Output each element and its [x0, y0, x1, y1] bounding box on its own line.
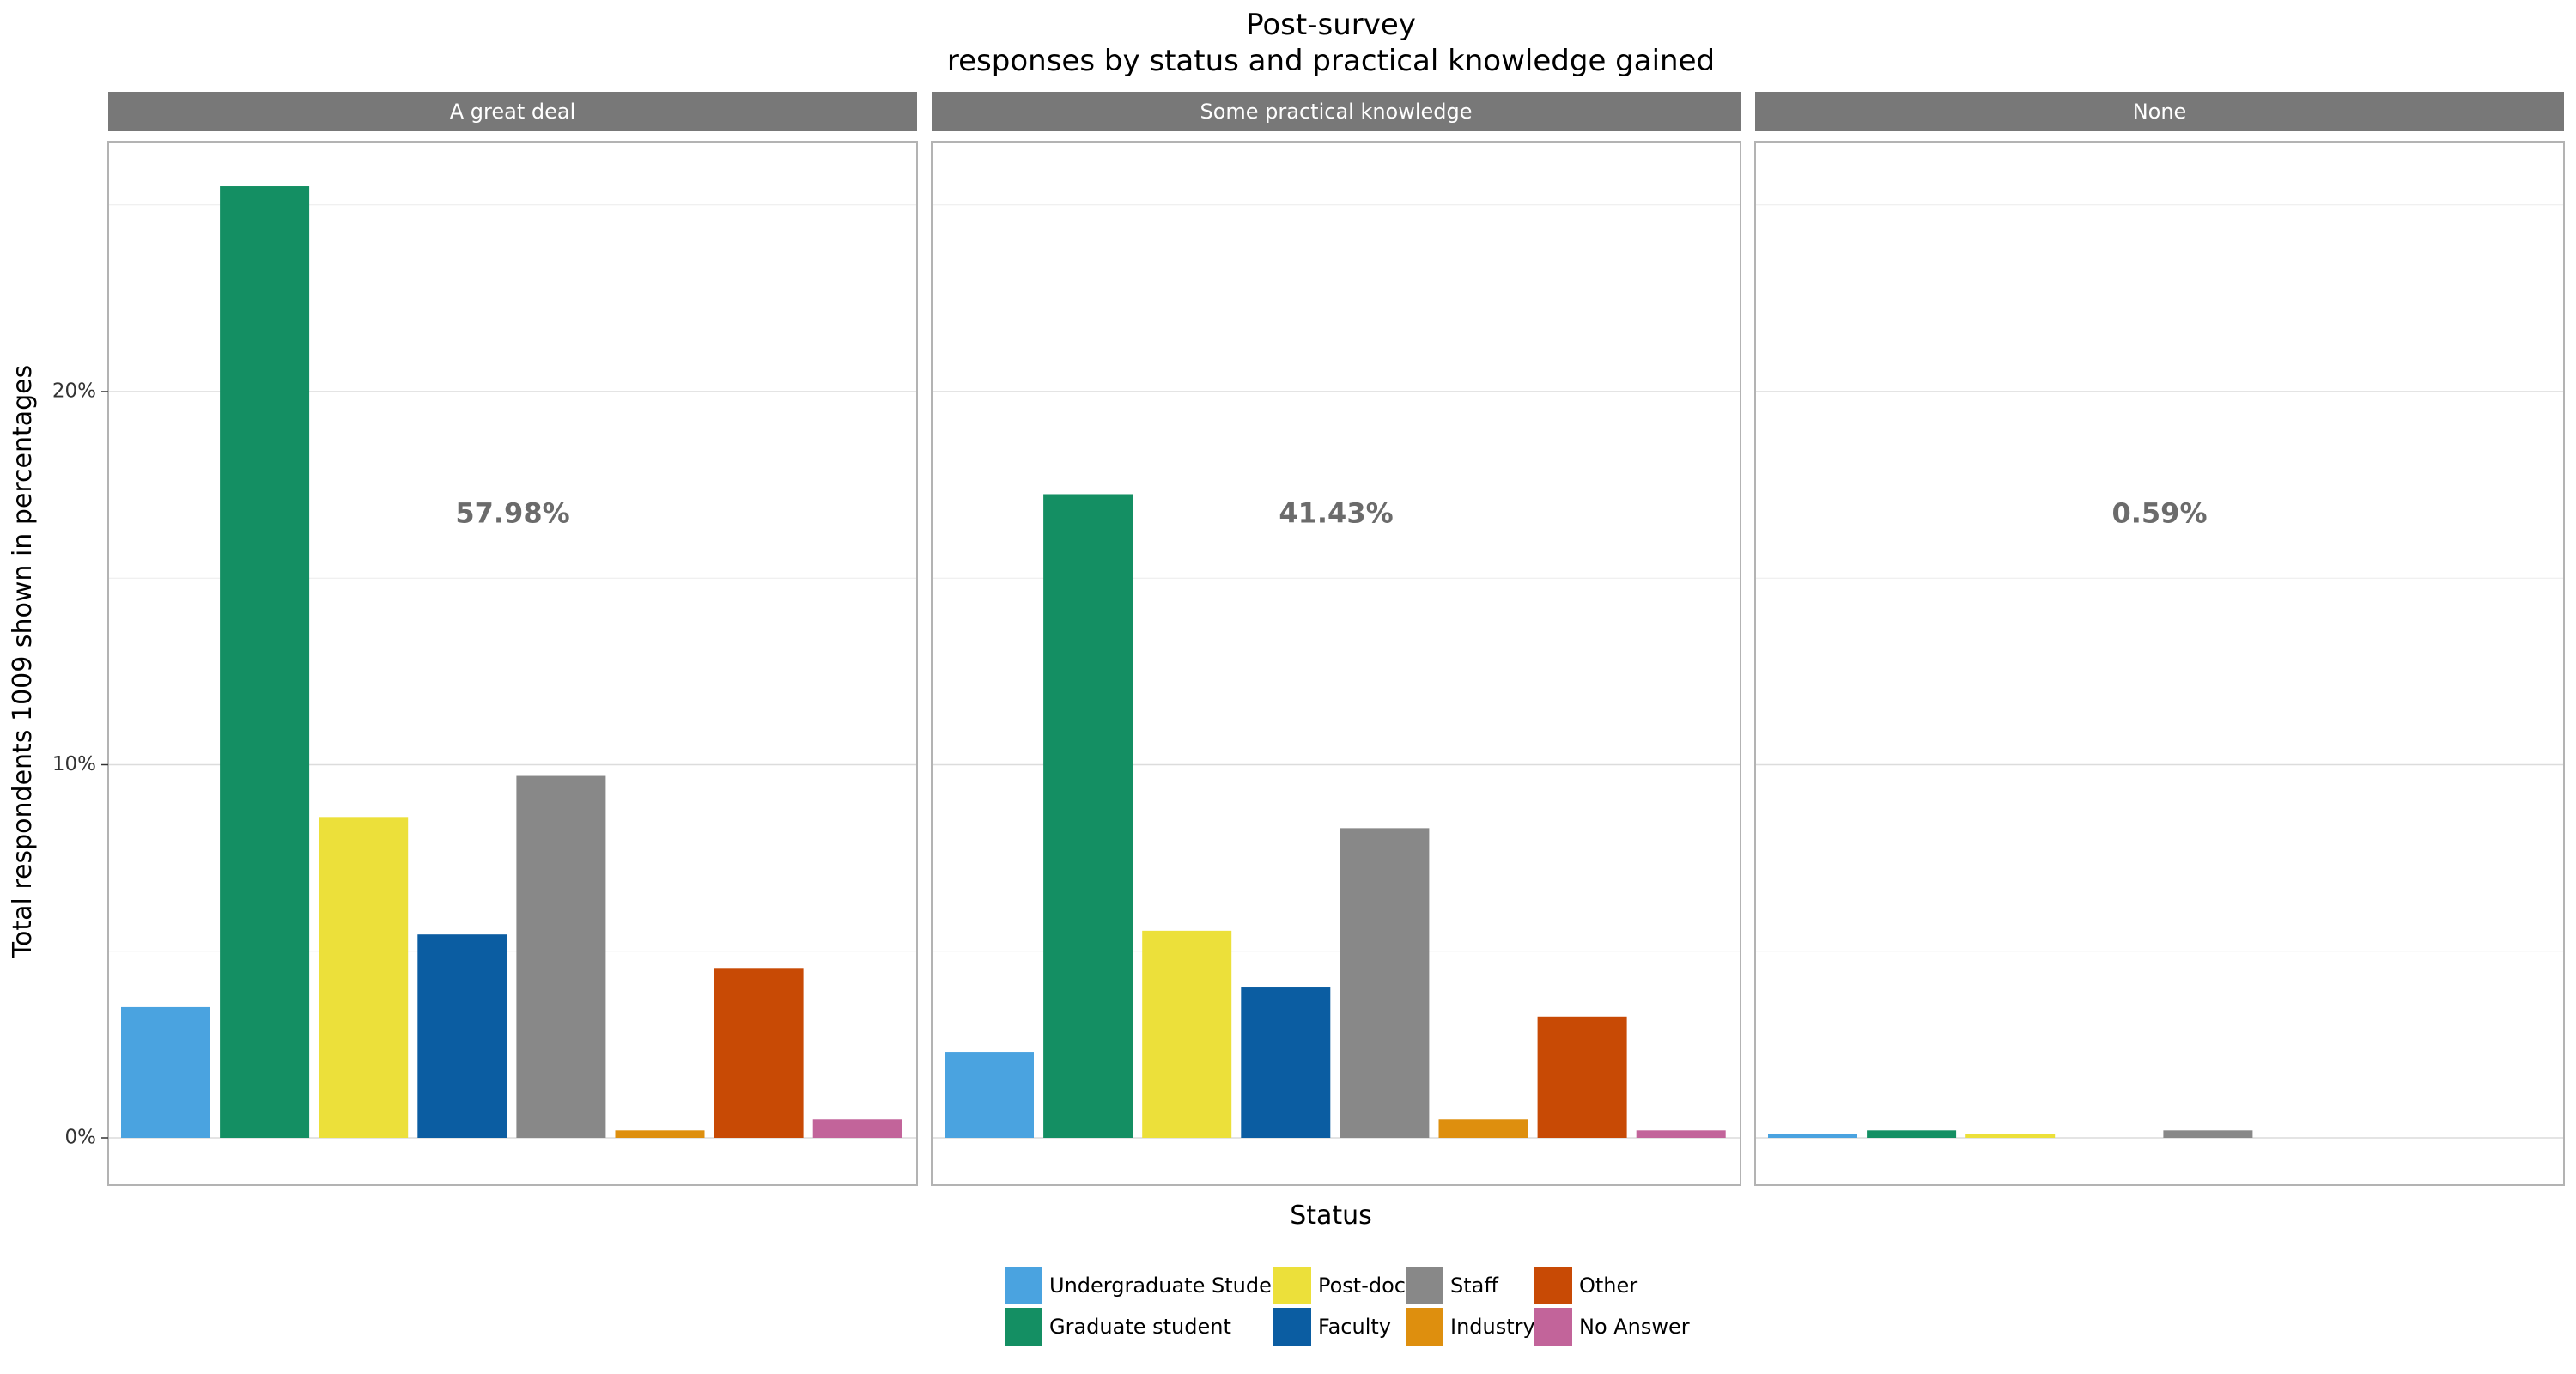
y-axis-title: Total respondents 1009 shown in percenta… — [8, 365, 38, 958]
bar — [812, 1119, 902, 1138]
legend-item: Post-doc — [1273, 1267, 1406, 1304]
panel-total-label: 57.98% — [455, 496, 569, 529]
bar — [1768, 1134, 1857, 1138]
bar — [319, 817, 409, 1138]
bar — [1636, 1130, 1726, 1138]
facet-strip-label: None — [2133, 100, 2187, 124]
bar — [945, 1052, 1034, 1138]
legend-swatch — [1406, 1267, 1443, 1304]
bar — [417, 934, 507, 1138]
legend-item: Graduate student — [1005, 1308, 1231, 1346]
legend-label: Industry — [1450, 1315, 1535, 1339]
legend-label: Staff — [1450, 1274, 1498, 1298]
facet-strip-label: A great deal — [450, 100, 576, 124]
bar — [121, 1006, 210, 1138]
legend-swatch — [1005, 1267, 1042, 1304]
legend-swatch — [1534, 1308, 1572, 1346]
bar — [220, 186, 310, 1138]
facet-strip — [108, 92, 917, 131]
legend-item: Undergraduate Student — [1005, 1267, 1292, 1304]
facet-strip-label: Some practical knowledge — [1200, 100, 1472, 124]
y-tick-label: 20% — [52, 380, 96, 403]
legend-swatch — [1406, 1308, 1443, 1346]
bar — [1340, 828, 1430, 1138]
chart-subtitle: responses by status and practical knowle… — [947, 44, 1715, 78]
legend-label: Faculty — [1318, 1315, 1391, 1339]
facet-strip — [932, 92, 1741, 131]
legend-label: No Answer — [1579, 1315, 1690, 1339]
facet-panel: None 0.59% — [1754, 92, 2565, 1186]
bar — [1537, 1016, 1627, 1138]
panel-total-label: 41.43% — [1279, 496, 1393, 529]
legend-label: Other — [1579, 1274, 1637, 1298]
legend-swatch — [1534, 1267, 1572, 1304]
bar — [1965, 1134, 2056, 1138]
facet-panel: A great deal 57.98% — [107, 92, 918, 1186]
legend-item: No Answer — [1534, 1308, 1690, 1346]
y-axis: 0% 10% 20% — [52, 380, 108, 1149]
legend-swatch — [1273, 1308, 1311, 1346]
facet-strip — [1755, 92, 2564, 131]
chart-title: Post-survey — [1246, 8, 1416, 42]
bar — [1438, 1119, 1528, 1138]
panel-frame — [1754, 141, 2565, 1186]
legend: Undergraduate Student Graduate student Pos… — [1005, 1267, 1690, 1346]
legend-label: Post-doc — [1318, 1274, 1406, 1298]
legend-label: Graduate student — [1049, 1315, 1231, 1339]
x-axis-title: Status — [1290, 1201, 1372, 1231]
y-tick-label: 0% — [65, 1127, 97, 1149]
bar — [1867, 1130, 1957, 1138]
legend-swatch — [1273, 1267, 1311, 1304]
legend-item: Other — [1534, 1267, 1637, 1304]
legend-label: Undergraduate Student — [1049, 1274, 1292, 1298]
bar — [615, 1130, 705, 1138]
facet-panel: Some practical knowledge 41.43% — [931, 92, 1741, 1186]
bar — [2163, 1130, 2253, 1138]
bar — [516, 775, 606, 1138]
legend-item: Industry — [1406, 1308, 1535, 1346]
panels-layer: A great deal 57.98% Some practical knowled… — [52, 92, 2565, 1186]
legend-swatch — [1005, 1308, 1042, 1346]
y-tick-label: 10% — [52, 753, 96, 775]
bar — [1043, 494, 1133, 1138]
bar — [1241, 987, 1331, 1138]
legend-item: Staff — [1406, 1267, 1498, 1304]
legend-item: Faculty — [1273, 1308, 1391, 1346]
panel-total-label: 0.59% — [2111, 496, 2207, 529]
bar — [714, 968, 804, 1138]
bar — [1142, 930, 1232, 1138]
